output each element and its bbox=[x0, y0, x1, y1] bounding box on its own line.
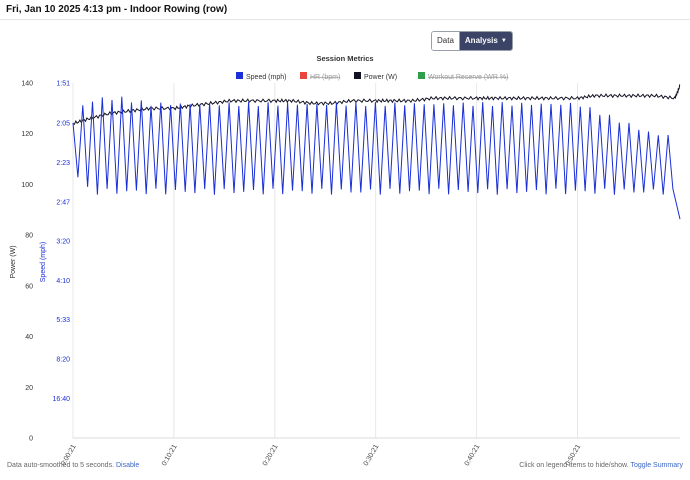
power-tick-label: 140 bbox=[21, 81, 33, 88]
smoothing-note: Data auto-smoothed to 5 seconds. Disable bbox=[7, 462, 139, 469]
caret-down-icon: ▼ bbox=[500, 38, 507, 44]
legend-swatch[interactable] bbox=[236, 72, 243, 79]
power-axis-title: Power (W) bbox=[10, 245, 17, 278]
speed-tick-label: 2:23 bbox=[56, 160, 70, 167]
legend-swatch[interactable] bbox=[418, 72, 425, 79]
legend-swatch[interactable] bbox=[354, 72, 361, 79]
power-series-line bbox=[72, 84, 681, 125]
power-tick-label: 80 bbox=[25, 233, 33, 240]
x-tick-label: 0:20:21 bbox=[262, 443, 280, 467]
x-tick-label: 0:40:21 bbox=[464, 443, 482, 467]
legend-item[interactable]: Workout Reserve (WR %) bbox=[428, 74, 508, 81]
legend-hint: Click on legend items to hide/show. Togg… bbox=[519, 462, 683, 469]
power-tick-label: 60 bbox=[25, 283, 33, 290]
title-divider bbox=[0, 19, 690, 20]
speed-tick-label: 4:10 bbox=[56, 278, 70, 285]
speed-tick-label: 2:05 bbox=[56, 120, 70, 127]
analysis-view-button[interactable]: Analysis ▼ bbox=[459, 32, 512, 50]
smoothing-text: Data auto-smoothed to 5 seconds. bbox=[7, 462, 115, 469]
x-tick-label: 0:10:21 bbox=[161, 443, 179, 467]
page-title: Fri, Jan 10 2025 4:13 pm - Indoor Rowing… bbox=[6, 4, 228, 15]
speed-tick-label: 8:20 bbox=[56, 357, 70, 364]
toggle-summary-link[interactable]: Toggle Summary bbox=[630, 462, 683, 469]
power-tick-label: 20 bbox=[25, 385, 33, 392]
power-tick-label: 40 bbox=[25, 334, 33, 341]
legend-swatch[interactable] bbox=[300, 72, 307, 79]
speed-tick-label: 2:47 bbox=[56, 200, 70, 207]
legend-item[interactable]: Speed (mph) bbox=[246, 74, 286, 81]
disable-smoothing-link[interactable]: Disable bbox=[115, 462, 140, 469]
legend-item[interactable]: HR (bpm) bbox=[310, 74, 340, 81]
analysis-button-label: Analysis bbox=[464, 36, 498, 46]
view-toggle: Data Analysis ▼ bbox=[431, 31, 513, 51]
x-tick-label: 0:30:21 bbox=[363, 443, 381, 467]
speed-tick-label: 5:33 bbox=[56, 317, 70, 324]
power-tick-label: 0 bbox=[29, 436, 33, 443]
speed-tick-label: 16:40 bbox=[52, 396, 70, 403]
power-tick-label: 120 bbox=[21, 131, 33, 138]
speed-tick-label: 1:51 bbox=[56, 81, 70, 88]
speed-series-line bbox=[72, 96, 681, 220]
chart-title: Session Metrics bbox=[316, 54, 373, 63]
speed-tick-label: 3:20 bbox=[56, 238, 70, 245]
legend-item[interactable]: Power (W) bbox=[364, 74, 397, 81]
data-view-button[interactable]: Data bbox=[432, 32, 460, 50]
speed-axis-title: Speed (mph) bbox=[40, 242, 47, 282]
power-tick-label: 100 bbox=[21, 182, 33, 189]
legend-hint-text: Click on legend items to hide/show. bbox=[519, 462, 629, 469]
